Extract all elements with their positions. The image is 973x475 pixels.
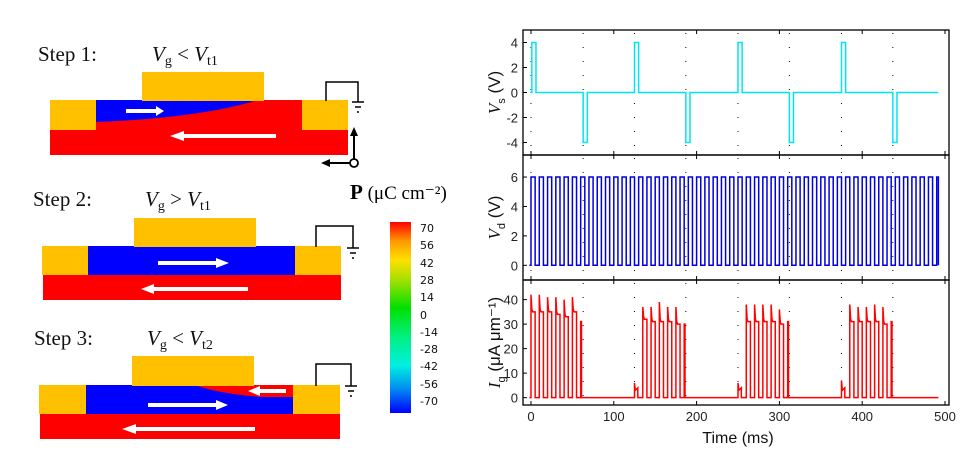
drain-electrode — [293, 385, 340, 414]
colorbar-tick: -28 — [420, 343, 438, 357]
x-tick-label: 0 — [527, 409, 534, 424]
ground-wire — [325, 81, 359, 102]
y-axis-label-vd: Vd (V) — [485, 196, 508, 240]
panel-frame-ig — [522, 279, 950, 406]
y-tick-label: 0 — [511, 391, 518, 406]
y-tick-label: 6 — [511, 170, 518, 185]
axis-origin — [349, 158, 359, 168]
y-axis-label-ig: Ig (μA μm⁻¹) — [485, 297, 508, 389]
trace-ig — [529, 294, 939, 399]
arrow-right-icon — [158, 258, 229, 268]
positive-domain-wedge — [195, 385, 293, 397]
p-symbol: P — [350, 180, 363, 204]
threshold: V — [194, 42, 207, 66]
drain-electrode — [302, 100, 348, 130]
negative-domain — [88, 246, 296, 275]
threshold: V — [187, 187, 200, 211]
var: V — [145, 187, 158, 211]
arrow-right-icon — [126, 106, 164, 116]
colorbar-tick: -14 — [420, 325, 438, 339]
source-electrode — [39, 385, 86, 414]
x-tick-label: 500 — [934, 409, 956, 424]
step-3-label: Step 3: — [34, 326, 93, 350]
y-tick-label: 0 — [511, 258, 518, 273]
colorbar-tick: -70 — [420, 395, 438, 408]
gate-electrode — [142, 72, 264, 101]
source-electrode — [50, 100, 96, 130]
x-tick-label: 300 — [769, 409, 791, 424]
var: V — [152, 42, 165, 66]
x-tick-label: 400 — [851, 409, 873, 424]
p-unit: (μC cm⁻²) — [367, 183, 447, 204]
arrow-left-icon — [141, 284, 248, 294]
threshold-sub: t2 — [202, 338, 213, 353]
x-axis-label: Time (ms) — [702, 430, 773, 447]
step-3-condition: Vg < Vt2 — [147, 326, 213, 354]
colorbar-tick: 56 — [420, 239, 434, 253]
arrow-left-icon — [170, 131, 276, 141]
negative-domain — [96, 100, 258, 122]
y-tick-label: 30 — [504, 317, 518, 332]
var-sub: g — [157, 199, 165, 214]
arrow-left-icon — [122, 424, 255, 434]
y-tick-label: 4 — [511, 199, 518, 214]
y-tick-label: 10 — [504, 366, 518, 381]
device-step-2 — [42, 218, 359, 300]
operator: > — [170, 187, 182, 211]
polarization-label: P (μC cm⁻²) — [350, 180, 447, 205]
device-step-1 — [50, 72, 364, 168]
y-tick-label: 2 — [511, 61, 518, 76]
gate-electrode — [132, 356, 254, 386]
device-diagrams — [39, 72, 411, 439]
colorbar-tick: -56 — [420, 377, 438, 391]
colorbar-tick: 0 — [420, 308, 427, 322]
device-step-3 — [39, 356, 357, 439]
operator: < — [177, 42, 189, 66]
ground-icon — [352, 101, 364, 113]
colorbar — [390, 222, 411, 413]
substrate-layer — [40, 414, 340, 439]
threshold-sub: t1 — [207, 54, 218, 69]
step-1-label: Step 1: — [38, 42, 97, 66]
arrow-right-icon — [148, 400, 228, 410]
y-tick-label: 40 — [504, 293, 518, 308]
colorbar-tick: 28 — [420, 273, 434, 287]
ground-wire — [315, 363, 352, 386]
step-2-label: Step 2: — [33, 187, 92, 211]
drain-electrode — [295, 246, 341, 275]
x-tick-label: 100 — [603, 409, 625, 424]
colorbar-tick: -42 — [420, 360, 438, 374]
trace-vd — [529, 176, 940, 267]
y-tick-label: 0 — [511, 86, 518, 101]
y-tick-label: -2 — [506, 111, 518, 126]
var: V — [147, 326, 160, 350]
source-electrode — [42, 246, 88, 275]
operator: < — [172, 326, 184, 350]
var-sub: g — [159, 338, 167, 353]
y-tick-label: 20 — [504, 342, 518, 357]
y-tick-label: -4 — [506, 136, 518, 151]
y-axis-label-vs: Vs (V) — [485, 71, 508, 114]
colorbar-tick: 14 — [420, 291, 434, 305]
gate-electrode — [134, 218, 256, 247]
var-sub: g — [164, 54, 172, 69]
ground-wire — [315, 225, 354, 248]
arrow-left-small-icon — [248, 386, 286, 396]
colorbar-tick: 70 — [420, 222, 434, 235]
step-1-condition: Vg < Vt1 — [152, 42, 218, 70]
panel-frame-vd — [522, 154, 950, 281]
step-2-condition: Vg > Vt1 — [145, 187, 211, 215]
colorbar-tick: 42 — [420, 256, 434, 270]
y-tick-label: 4 — [511, 36, 518, 51]
y-tick-label: 2 — [511, 229, 518, 244]
threshold-sub: t1 — [200, 199, 211, 214]
ground-icon — [347, 247, 359, 259]
x-tick-label: 200 — [686, 409, 708, 424]
threshold: V — [189, 326, 202, 350]
ground-icon — [345, 385, 357, 397]
trace-vs — [530, 41, 939, 144]
